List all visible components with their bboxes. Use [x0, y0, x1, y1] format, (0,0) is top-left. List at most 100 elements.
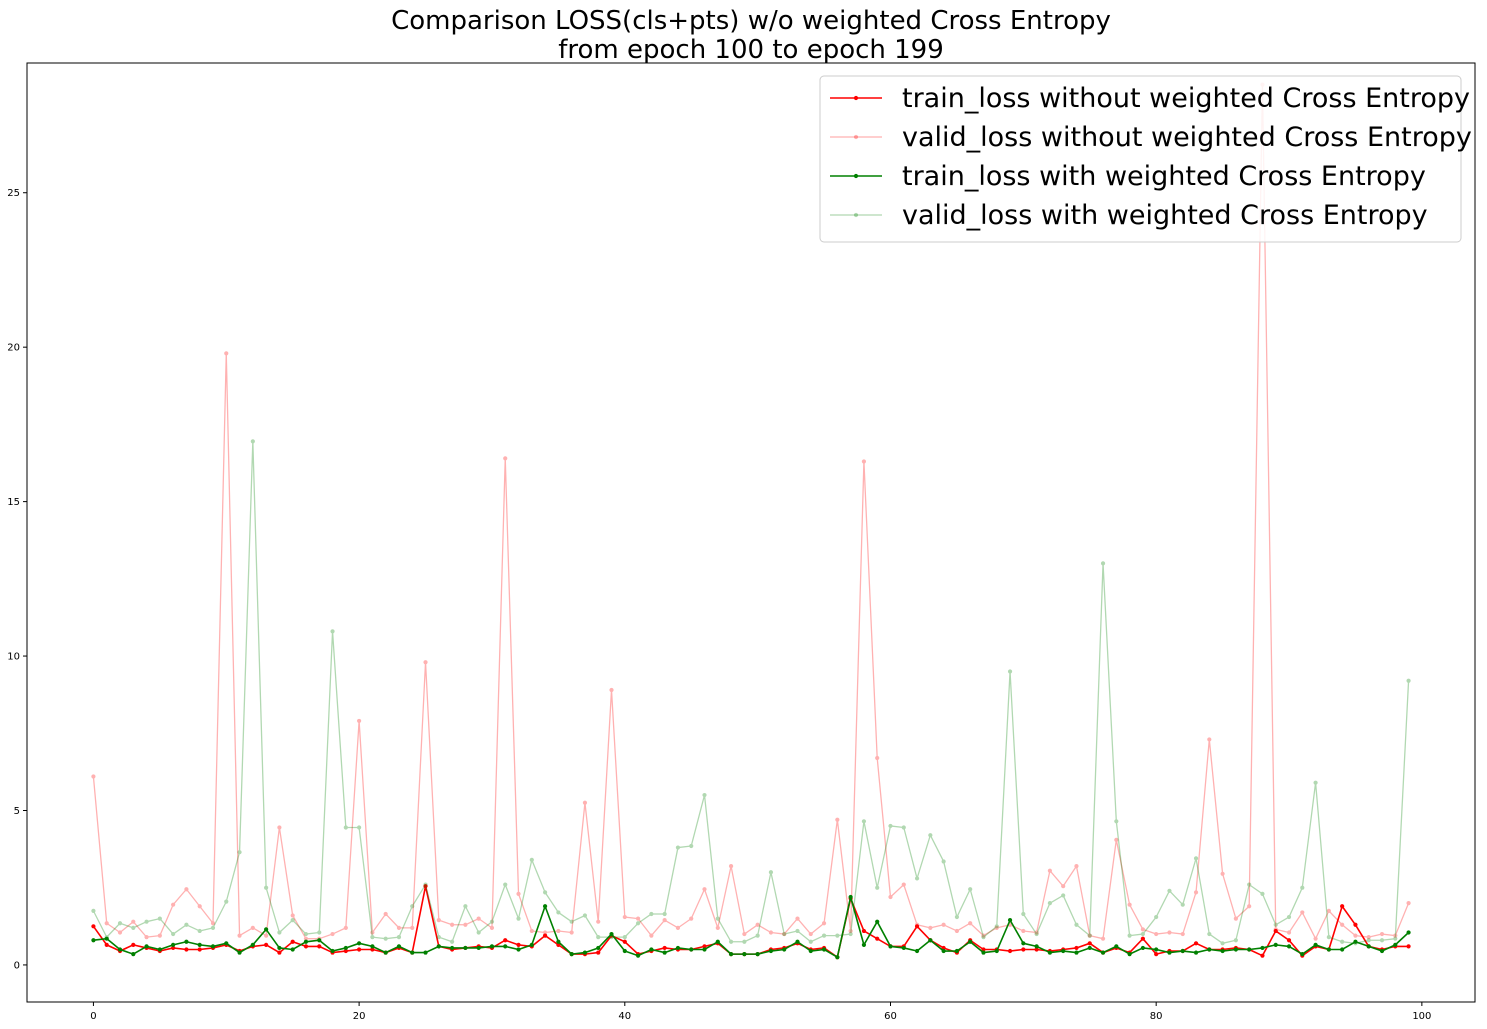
data-point — [503, 456, 508, 461]
data-point — [357, 947, 362, 952]
data-point — [1087, 933, 1092, 938]
data-point — [875, 936, 880, 941]
chart-title-line-2: from epoch 100 to epoch 199 — [558, 35, 944, 65]
data-point — [968, 939, 973, 944]
data-point — [808, 948, 813, 954]
data-point — [662, 918, 667, 923]
data-point — [383, 936, 388, 941]
data-point — [489, 919, 495, 924]
data-point — [1100, 950, 1106, 955]
data-point — [782, 947, 787, 952]
data-point — [1087, 945, 1092, 951]
data-point — [635, 953, 641, 958]
y-tick-label: 0 — [14, 960, 20, 971]
x-tick-label: 20 — [353, 1011, 366, 1022]
data-point — [1379, 948, 1385, 954]
data-point — [848, 928, 853, 934]
data-point — [1087, 933, 1092, 938]
data-point — [795, 916, 800, 921]
data-point — [742, 931, 747, 937]
data-point — [144, 935, 149, 940]
data-point — [1340, 922, 1345, 927]
data-point — [343, 925, 348, 930]
data-point — [1300, 910, 1305, 915]
data-point — [1140, 927, 1145, 932]
data-point — [410, 950, 415, 955]
data-point — [569, 919, 574, 924]
data-point — [1366, 935, 1371, 940]
data-point — [1340, 939, 1345, 944]
data-point — [768, 948, 774, 954]
data-point — [994, 924, 999, 929]
legend-swatch-marker — [853, 134, 859, 140]
data-point — [1247, 904, 1252, 909]
data-point — [1286, 944, 1292, 949]
data-point — [1233, 938, 1238, 943]
data-point — [675, 925, 681, 930]
data-point — [144, 944, 149, 949]
data-point — [303, 931, 309, 937]
data-point — [357, 941, 362, 946]
data-point — [821, 933, 827, 938]
data-point — [476, 916, 481, 921]
plot-frame — [26, 62, 1476, 1003]
data-point — [1047, 950, 1052, 955]
data-point — [1260, 945, 1265, 951]
legend-entry: train_loss without weighted Cross Entrop… — [830, 83, 1470, 114]
legend-swatch-marker — [853, 212, 859, 218]
data-point — [197, 904, 202, 909]
axis-layer: 0 20 40 60 80 100 0 5 10 15 20 25 — [7, 62, 1476, 1022]
data-point — [1154, 952, 1159, 957]
data-point — [277, 930, 282, 935]
x-tick-label: 80 — [1150, 1011, 1163, 1022]
data-point — [994, 948, 999, 954]
data-point — [1326, 947, 1331, 952]
data-point — [848, 931, 853, 937]
data-point — [1034, 944, 1039, 949]
data-point — [888, 944, 893, 949]
data-point — [582, 800, 588, 805]
data-point — [1140, 945, 1145, 951]
data-point — [728, 939, 734, 944]
data-point — [237, 950, 242, 955]
data-point — [104, 936, 109, 941]
data-point — [343, 948, 348, 954]
data-point — [370, 930, 375, 935]
data-point — [1180, 948, 1185, 954]
data-point — [1021, 928, 1026, 934]
data-point — [330, 948, 335, 954]
data-point — [1300, 885, 1305, 890]
data-point — [277, 950, 282, 955]
series-4 — [91, 439, 1411, 946]
data-point — [450, 945, 455, 951]
data-point — [914, 876, 920, 881]
data-point — [928, 938, 933, 943]
data-point — [383, 911, 388, 917]
data-point — [662, 950, 667, 955]
data-point — [994, 925, 999, 930]
data-point — [689, 843, 694, 849]
y-tick-label: 25 — [7, 188, 20, 199]
data-point — [1007, 918, 1013, 923]
data-point — [184, 947, 189, 952]
data-point — [1340, 947, 1345, 952]
data-point — [476, 930, 481, 935]
data-point — [928, 833, 933, 838]
data-point — [875, 919, 880, 924]
data-point — [542, 933, 548, 938]
data-point — [370, 935, 375, 940]
data-point — [1207, 931, 1212, 937]
data-point — [144, 919, 149, 924]
data-point — [1406, 944, 1411, 949]
data-point — [928, 925, 933, 930]
legend-entry: valid_loss without weighted Cross Entrop… — [830, 122, 1472, 153]
y-tick-label: 10 — [7, 652, 20, 663]
data-point — [1207, 947, 1212, 952]
data-point — [330, 629, 335, 634]
data-point — [728, 863, 734, 869]
data-point — [131, 919, 136, 924]
data-point — [556, 939, 561, 944]
data-point — [290, 939, 295, 944]
data-point — [1273, 942, 1278, 947]
